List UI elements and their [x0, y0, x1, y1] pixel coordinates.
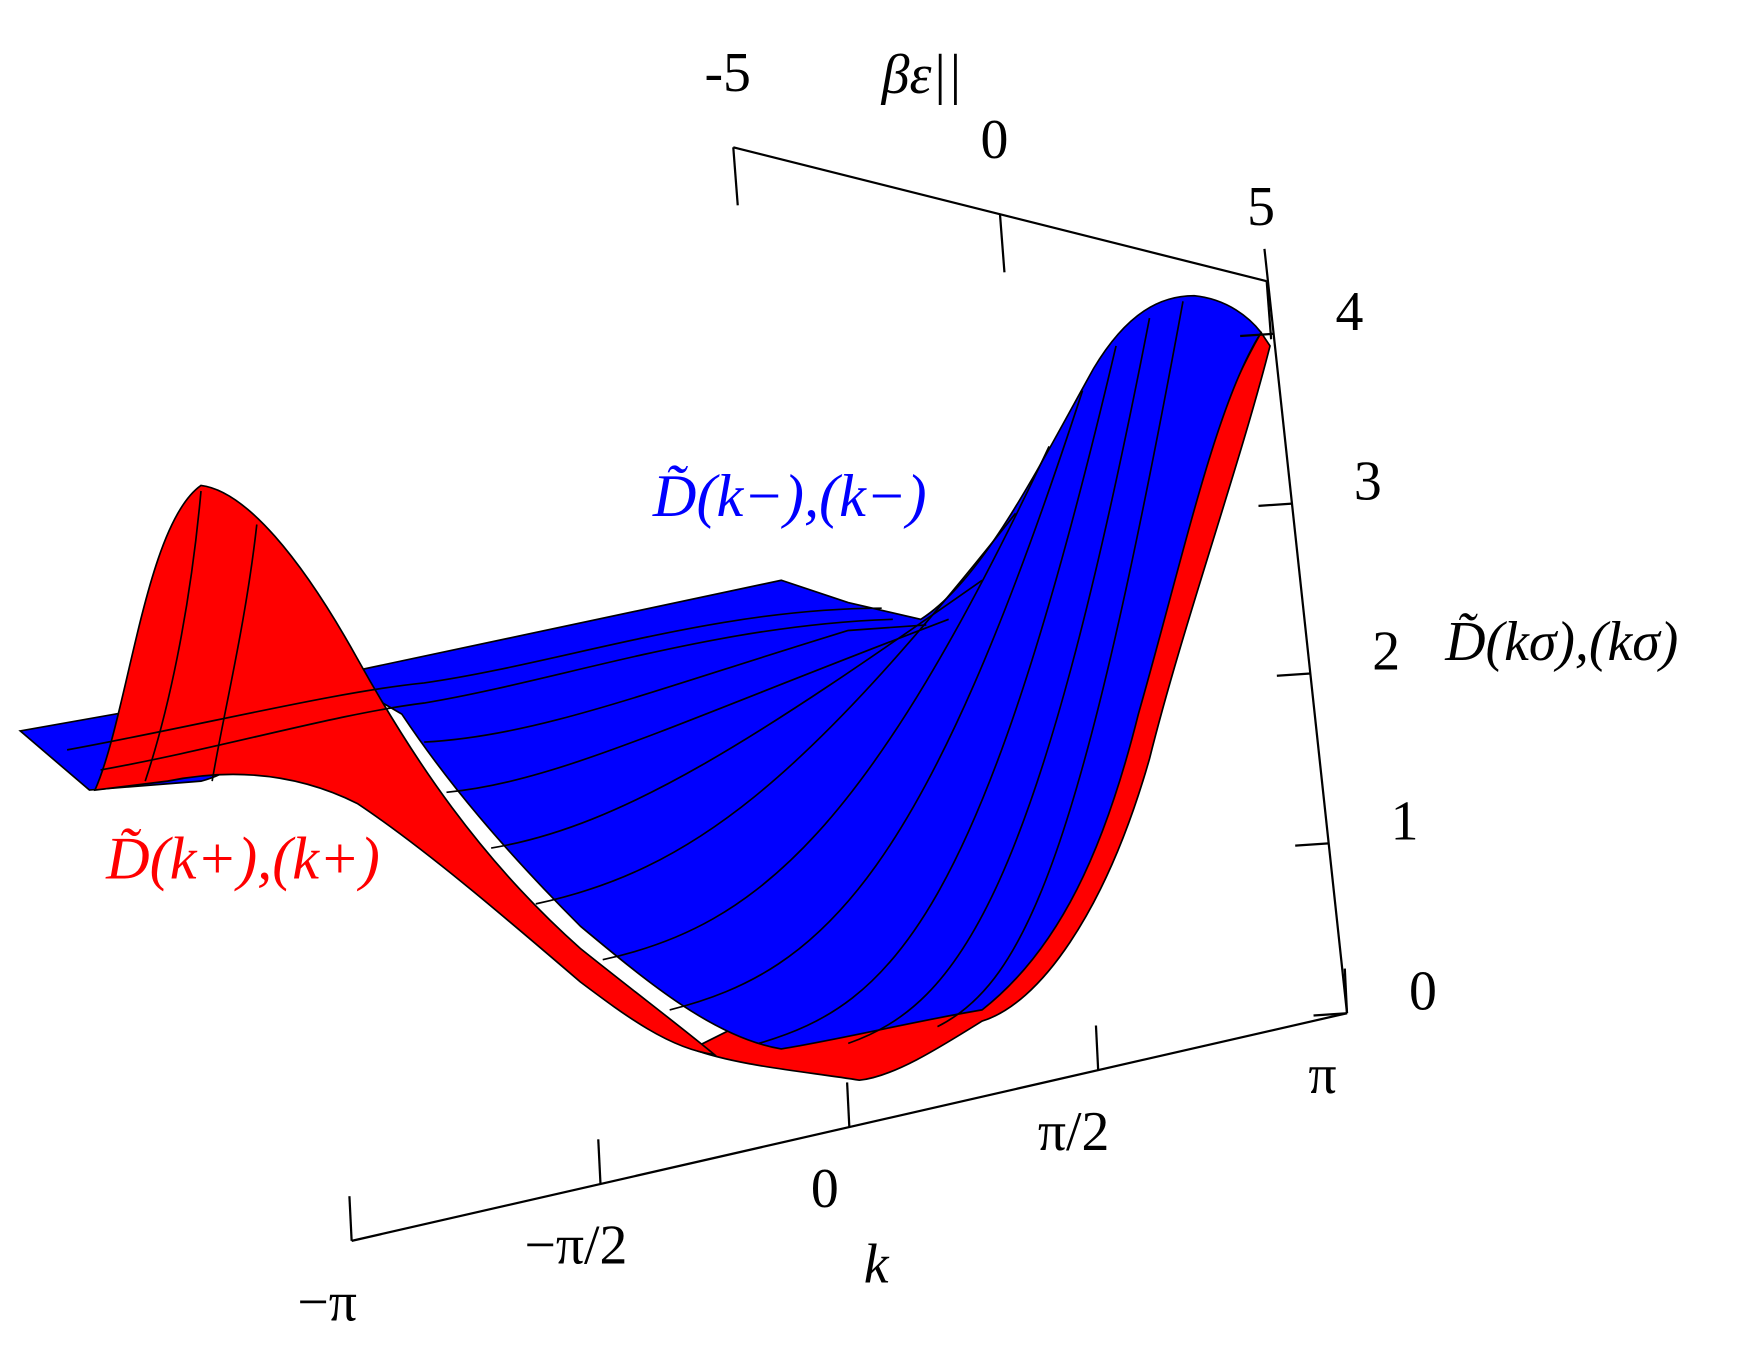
y-tick-mark	[1265, 281, 1273, 340]
z-axis-line	[1263, 248, 1349, 1014]
x-tick-mark	[845, 1082, 851, 1128]
z-tick-label: 4	[1336, 281, 1364, 343]
x-tick-mark	[348, 1196, 353, 1241]
x-tick-label: π	[1308, 1044, 1336, 1106]
z-tick-mark	[1276, 672, 1311, 677]
x-tick-label: −π	[297, 1272, 357, 1334]
annotation: D̃(k−),(k−)	[652, 463, 927, 530]
y-tick-mark	[732, 147, 739, 206]
x-tick-mark	[597, 1139, 602, 1185]
x-tick-label: 0	[811, 1158, 839, 1220]
y-tick-label: 5	[1247, 176, 1275, 238]
x-tick-label: −π/2	[524, 1215, 627, 1277]
surfaces	[18, 294, 1271, 1082]
y-tick-label: 0	[980, 109, 1008, 171]
z-tick-label: 1	[1391, 790, 1419, 852]
z-tick-mark	[1258, 502, 1293, 507]
surface-red-peak	[93, 484, 718, 1056]
z-tick-label: 2	[1372, 621, 1400, 683]
surface-blue	[18, 294, 1263, 1050]
mesh-lines	[66, 301, 1184, 1045]
z-tick-mark	[1313, 1012, 1348, 1017]
annotation: D̃(k+),(k+)	[105, 826, 380, 893]
z-tick-label: 3	[1354, 451, 1382, 513]
z-tick-mark	[1240, 332, 1274, 338]
x-tick-mark	[1094, 1025, 1100, 1071]
y-tick-label: -5	[704, 42, 750, 104]
z-tick-label: 0	[1409, 960, 1437, 1022]
z-tick-mark	[1295, 842, 1329, 847]
y-tick-mark	[998, 214, 1006, 273]
axes: −π −π/2 0 π/2 π -5 0 5 0 1 2 3 4	[297, 42, 1437, 1334]
x-tick-label: π/2	[1038, 1101, 1110, 1163]
x-axis-label: k	[864, 1234, 890, 1296]
z-axis-label: D̃(kσ),(kσ)	[1444, 611, 1678, 673]
y-axis-label: βε||	[881, 44, 962, 106]
